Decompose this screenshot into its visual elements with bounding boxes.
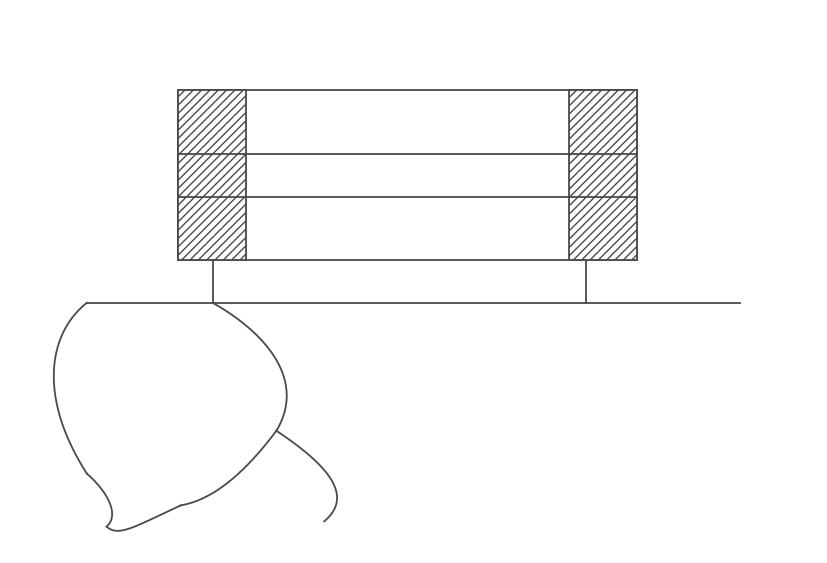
Bar	[179, 90, 637, 260]
Bar	[569, 90, 637, 260]
Bar	[179, 90, 246, 260]
